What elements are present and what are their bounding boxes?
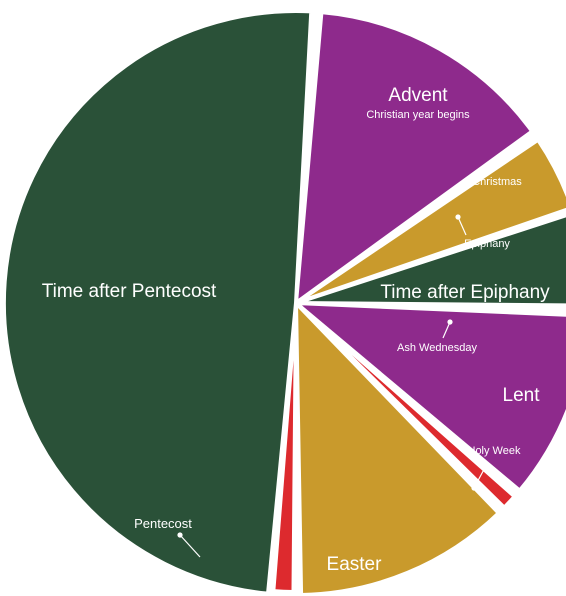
epiphany-leader (457, 216, 467, 236)
label-advent-subtitle: Christian year begins (366, 109, 470, 121)
label-time-after-pentecost: Time after Pentecost (42, 281, 217, 302)
slice-holy-week (294, 301, 517, 510)
leader-lines (177, 214, 489, 558)
label-time-after-epiphany: Time after Epiphany (380, 282, 550, 303)
label-easter: Easter (327, 554, 383, 575)
holy-week-leader (473, 461, 489, 489)
slice-easter (294, 301, 501, 596)
slice-christmas (294, 137, 566, 305)
label-advent: Advent (388, 85, 448, 106)
holy-week-leader-dot (471, 485, 477, 491)
slice-lent (294, 301, 566, 493)
pentecost-leader-dot (177, 532, 183, 538)
ash-wednesday-leader-dot (447, 319, 453, 325)
wheel-slices (1, 8, 566, 596)
label-holy-week: Holy Week (468, 445, 521, 457)
slice-time-after-pentecost (1, 8, 314, 596)
label-christmas: Christmas (472, 176, 522, 188)
slice-time-after-epiphany (294, 213, 566, 308)
label-lent: Lent (503, 385, 541, 406)
epiphany-leader-dot (455, 214, 461, 220)
label-epiphany: Epiphany (464, 238, 510, 250)
ash-wednesday-leader (442, 321, 451, 339)
slice-advent (294, 10, 535, 305)
pentecost-leader (179, 534, 201, 558)
label-ash-wednesday: Ash Wednesday (397, 342, 477, 354)
label-pentecost: Pentecost (134, 516, 192, 531)
